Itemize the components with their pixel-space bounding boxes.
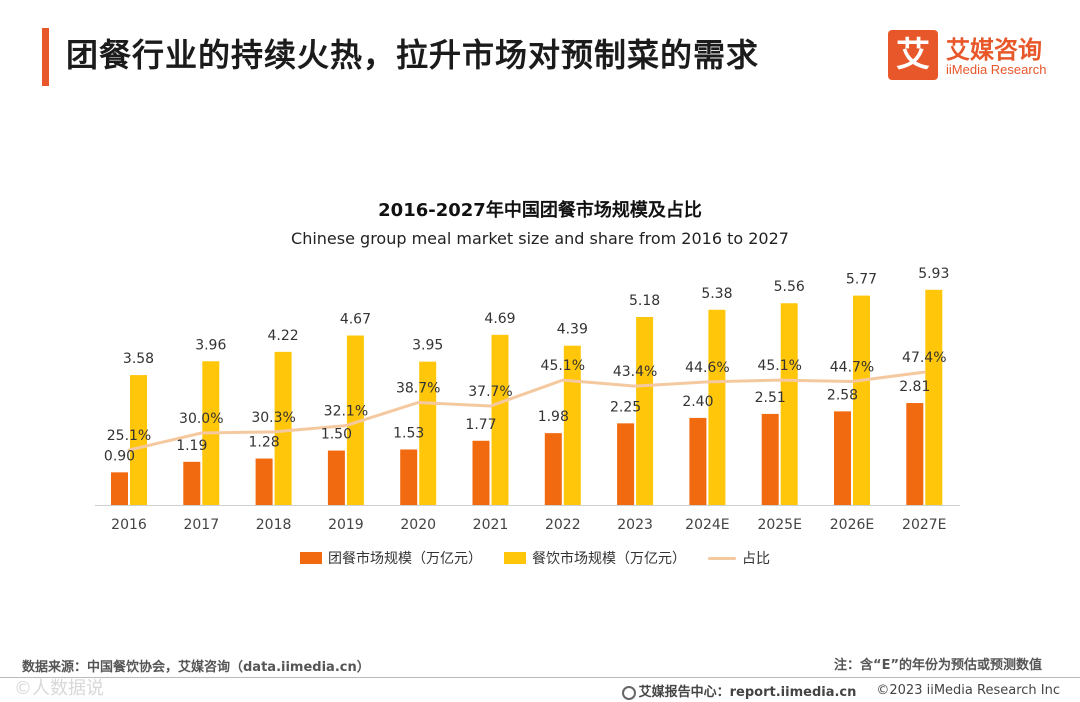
- bar-group-meal-2027E: [906, 403, 924, 505]
- bar-catering-2026E: [853, 295, 870, 505]
- label-share-2025E: 45.1%: [757, 358, 801, 374]
- label-group-meal-2019: 1.50: [321, 427, 352, 443]
- label-catering-2020: 3.95: [412, 338, 443, 354]
- bar-catering-2016: [130, 375, 147, 505]
- legend-item-share: 占比: [708, 548, 770, 568]
- bar-group-meal-2019: [327, 450, 345, 505]
- x-tick-2026E: 2026E: [830, 517, 874, 533]
- share-line: [127, 370, 926, 452]
- bar-catering-2019: [346, 335, 364, 505]
- iimedia-logo: 艾 艾媒咨询 iiMedia Research: [888, 30, 1063, 82]
- chart-subtitle: Chinese group meal market size and share…: [291, 229, 789, 248]
- bar-group-meal-2020: [400, 449, 418, 505]
- legend-label-group-meal: 团餐市场规模（万亿元）: [328, 551, 482, 567]
- label-share-2022: 45.1%: [541, 358, 585, 374]
- label-group-meal-2024E: 2.40: [682, 394, 713, 410]
- bar-catering-2025E: [780, 303, 798, 505]
- legend-label-share: 占比: [742, 551, 770, 567]
- label-group-meal-2020: 1.53: [393, 425, 424, 441]
- label-group-meal-2021: 1.77: [465, 417, 496, 433]
- label-group-meal-2022: 1.98: [538, 409, 569, 425]
- label-catering-2019: 4.67: [340, 312, 371, 328]
- label-catering-2023: 5.18: [629, 293, 660, 309]
- bar-group-meal-2021: [472, 440, 490, 505]
- label-share-2017: 30.0%: [179, 411, 223, 427]
- report-center[interactable]: 艾媒报告中心：report.iimedia.cn: [621, 681, 856, 700]
- x-tick-2020: 2020: [400, 517, 436, 533]
- legend-label-catering: 餐饮市场规模（万亿元）: [532, 551, 686, 567]
- chart-title: 2016-2027年中国团餐市场规模及占比: [378, 200, 702, 221]
- label-group-meal-2025E: 2.51: [755, 390, 786, 406]
- data-source: 数据来源：中国餐饮协会，艾媒咨询（data.iimedia.cn）: [22, 660, 370, 675]
- bar-group-meal-2017: [183, 461, 201, 505]
- label-catering-2024E: 5.38: [701, 286, 732, 302]
- bar-catering-2027E: [925, 289, 943, 505]
- x-tick-2023: 2023: [617, 517, 653, 533]
- label-share-2023: 43.4%: [613, 364, 657, 380]
- label-group-meal-2017: 1.19: [176, 438, 207, 454]
- label-share-2020: 38.7%: [396, 381, 440, 397]
- x-tick-2017: 2017: [183, 517, 219, 533]
- legend-item-group-meal: 团餐市场规模（万亿元）: [300, 548, 482, 568]
- bar-catering-2022: [563, 345, 581, 505]
- bar-catering-2021: [491, 334, 509, 505]
- x-tick-2018: 2018: [256, 517, 292, 533]
- label-share-2016: 25.1%: [107, 428, 151, 444]
- x-tick-2027E: 2027E: [902, 517, 946, 533]
- x-tick-2016: 2016: [111, 517, 147, 533]
- label-share-2026E: 44.7%: [830, 360, 874, 376]
- legend-swatch-catering: [504, 552, 526, 564]
- bar-group-meal-2016: [111, 472, 128, 505]
- legend-swatch-share: [708, 556, 736, 560]
- label-group-meal-2016: 0.90: [104, 448, 135, 464]
- label-catering-2021: 4.69: [484, 311, 515, 327]
- label-share-2018: 30.3%: [251, 410, 295, 426]
- bar-group-meal-2024E: [689, 417, 707, 505]
- chart-legend: 团餐市场规模（万亿元） 餐饮市场规模（万亿元） 占比: [300, 548, 770, 568]
- bar-group-meal-2025E: [761, 413, 779, 505]
- legend-swatch-group-meal: [300, 552, 322, 564]
- globe-icon: [621, 685, 636, 700]
- logo-en-text: iiMedia Research: [946, 62, 1047, 77]
- label-catering-2017: 3.96: [195, 337, 226, 353]
- x-tick-2021: 2021: [473, 517, 509, 533]
- title-accent-bar: [42, 28, 49, 86]
- page-footer: 艾媒报告中心：report.iimedia.cn ©2023 iiMedia R…: [621, 681, 1060, 700]
- label-group-meal-2023: 2.25: [610, 399, 641, 415]
- label-share-2021: 37.7%: [468, 384, 512, 400]
- watermark: ©人数据说: [14, 678, 104, 699]
- logo-mark: 艾: [888, 30, 938, 80]
- bar-catering-2018: [274, 351, 292, 505]
- x-tick-2019: 2019: [328, 517, 364, 533]
- label-catering-2016: 3.58: [123, 351, 154, 367]
- x-tick-2025E: 2025E: [757, 517, 801, 533]
- bar-catering-2024E: [708, 309, 726, 505]
- label-group-meal-2027E: 2.81: [899, 379, 930, 395]
- label-catering-2018: 4.22: [268, 328, 299, 344]
- bar-catering-2020: [419, 361, 437, 505]
- label-share-2024E: 44.6%: [685, 360, 729, 376]
- bar-catering-2023: [636, 317, 654, 505]
- copyright: ©2023 iiMedia Research Inc: [876, 683, 1060, 698]
- bar-group-meal-2026E: [834, 411, 851, 505]
- estimate-note: 注：含“E”的年份为预估或预测数值: [834, 658, 1042, 673]
- page-title: 团餐行业的持续火热，拉升市场对预制菜的需求: [66, 36, 760, 74]
- label-catering-2025E: 5.56: [774, 279, 805, 295]
- bar-group-meal-2023: [617, 423, 635, 505]
- label-share-2027E: 47.4%: [902, 350, 946, 366]
- footer-divider: [0, 677, 1080, 678]
- label-share-2019: 32.1%: [324, 404, 368, 420]
- x-tick-2024E: 2024E: [685, 517, 729, 533]
- label-catering-2022: 4.39: [557, 322, 588, 338]
- label-catering-2026E: 5.77: [846, 272, 877, 288]
- legend-item-catering: 餐饮市场规模（万亿元）: [504, 548, 686, 568]
- bar-group-meal-2018: [255, 458, 273, 505]
- label-catering-2027E: 5.93: [918, 266, 949, 282]
- bar-group-meal-2022: [544, 433, 562, 505]
- label-group-meal-2026E: 2.58: [827, 387, 858, 403]
- logo-cn-text: 艾媒咨询: [946, 36, 1042, 64]
- x-tick-2022: 2022: [545, 517, 581, 533]
- label-group-meal-2018: 1.28: [249, 435, 280, 451]
